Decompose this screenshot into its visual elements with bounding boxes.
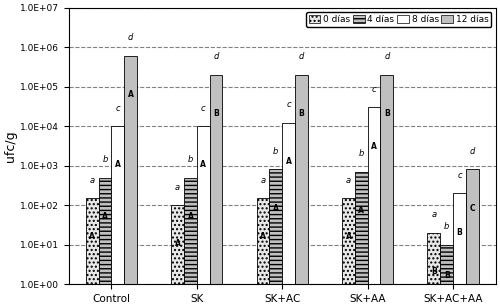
- Text: A: A: [188, 212, 194, 221]
- Text: A: A: [371, 142, 377, 151]
- Bar: [440, 245, 453, 308]
- Text: A: A: [174, 239, 180, 249]
- Legend: 0 días, 4 días, 8 días, 12 días: 0 días, 4 días, 8 días, 12 días: [306, 12, 492, 26]
- Text: A: A: [115, 160, 120, 169]
- Text: d: d: [470, 147, 475, 156]
- Text: c: c: [286, 100, 291, 109]
- Bar: [184, 177, 197, 308]
- Text: b: b: [102, 155, 108, 164]
- Y-axis label: ufc/g: ufc/g: [4, 130, 17, 162]
- Text: B: B: [213, 109, 219, 118]
- Text: A: A: [102, 212, 108, 221]
- Bar: [256, 198, 270, 308]
- Text: b: b: [273, 147, 278, 156]
- Bar: [197, 126, 209, 308]
- Text: C: C: [470, 204, 475, 213]
- Text: A: A: [200, 160, 206, 169]
- Text: A: A: [346, 233, 352, 241]
- Text: c: c: [116, 103, 120, 113]
- Text: A: A: [89, 233, 95, 241]
- Text: d: d: [299, 52, 304, 61]
- Text: A: A: [273, 204, 279, 213]
- Text: A: A: [358, 206, 364, 215]
- Text: d: d: [384, 52, 390, 61]
- Bar: [342, 198, 355, 308]
- Bar: [171, 205, 184, 308]
- Bar: [368, 107, 380, 308]
- Text: b: b: [358, 149, 364, 158]
- Bar: [282, 123, 295, 308]
- Text: b: b: [444, 222, 450, 231]
- Text: A: A: [128, 90, 134, 99]
- Text: a: a: [432, 210, 436, 219]
- Bar: [124, 56, 137, 308]
- Text: B: B: [298, 109, 304, 118]
- Bar: [453, 193, 466, 308]
- Text: d: d: [214, 52, 218, 61]
- Bar: [210, 75, 222, 308]
- Text: d: d: [128, 33, 134, 43]
- Text: b: b: [188, 155, 193, 164]
- Text: B: B: [384, 109, 390, 118]
- Text: B: B: [456, 228, 462, 237]
- Bar: [112, 126, 124, 308]
- Bar: [466, 169, 478, 308]
- Text: c: c: [201, 103, 205, 113]
- Bar: [380, 75, 394, 308]
- Text: a: a: [346, 176, 351, 185]
- Text: a: a: [90, 176, 94, 185]
- Bar: [86, 198, 99, 308]
- Text: a: a: [260, 176, 266, 185]
- Text: A: A: [286, 157, 292, 166]
- Bar: [295, 75, 308, 308]
- Text: c: c: [457, 171, 462, 180]
- Bar: [428, 233, 440, 308]
- Text: A: A: [260, 233, 266, 241]
- Text: c: c: [372, 85, 376, 94]
- Text: B: B: [444, 271, 450, 280]
- Bar: [98, 177, 112, 308]
- Text: B: B: [431, 267, 437, 276]
- Text: a: a: [175, 183, 180, 192]
- Bar: [355, 172, 368, 308]
- Bar: [270, 169, 282, 308]
